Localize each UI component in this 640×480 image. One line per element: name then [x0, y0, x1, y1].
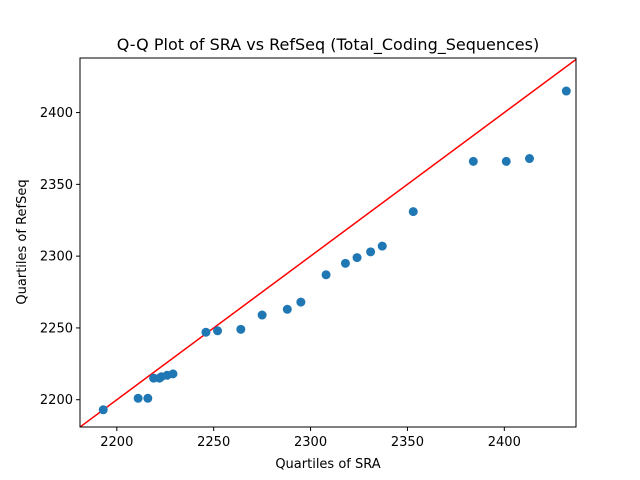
data-point — [282, 304, 292, 314]
x-tick-label: 2350 — [391, 435, 424, 450]
data-point — [366, 247, 376, 257]
x-tick-label: 2300 — [294, 435, 327, 450]
data-point — [296, 297, 306, 307]
plot-frame — [79, 57, 577, 428]
data-point — [321, 270, 331, 280]
data-point — [168, 369, 178, 379]
y-tick-label: 2300 — [40, 250, 73, 265]
y-tick-label: 2200 — [40, 393, 73, 408]
data-point — [468, 156, 478, 166]
y-tick-label: 2400 — [40, 106, 73, 121]
data-point — [340, 258, 350, 268]
data-point — [525, 154, 534, 164]
data-point — [377, 241, 387, 251]
y-tick-label: 2250 — [40, 321, 73, 336]
x-tick-label: 2250 — [197, 435, 230, 450]
data-point — [213, 326, 223, 336]
data-point — [501, 156, 511, 166]
data-point — [257, 310, 267, 320]
x-tick-label: 2400 — [488, 435, 521, 450]
data-point — [352, 253, 362, 263]
data-point — [133, 393, 143, 403]
data-point — [98, 405, 108, 415]
x-axis-label: Quartiles of SRA — [275, 457, 380, 472]
data-point — [201, 327, 211, 337]
chart-title: Q-Q Plot of SRA vs RefSeq (Total_Coding_… — [117, 35, 539, 55]
data-point — [408, 207, 418, 217]
data-point — [561, 86, 571, 96]
y-tick-label: 2350 — [40, 178, 73, 193]
data-point — [236, 324, 246, 334]
y-axis-label: Quartiles of RefSeq — [15, 179, 30, 304]
x-tick-label: 2200 — [100, 435, 133, 450]
data-point — [143, 393, 153, 403]
